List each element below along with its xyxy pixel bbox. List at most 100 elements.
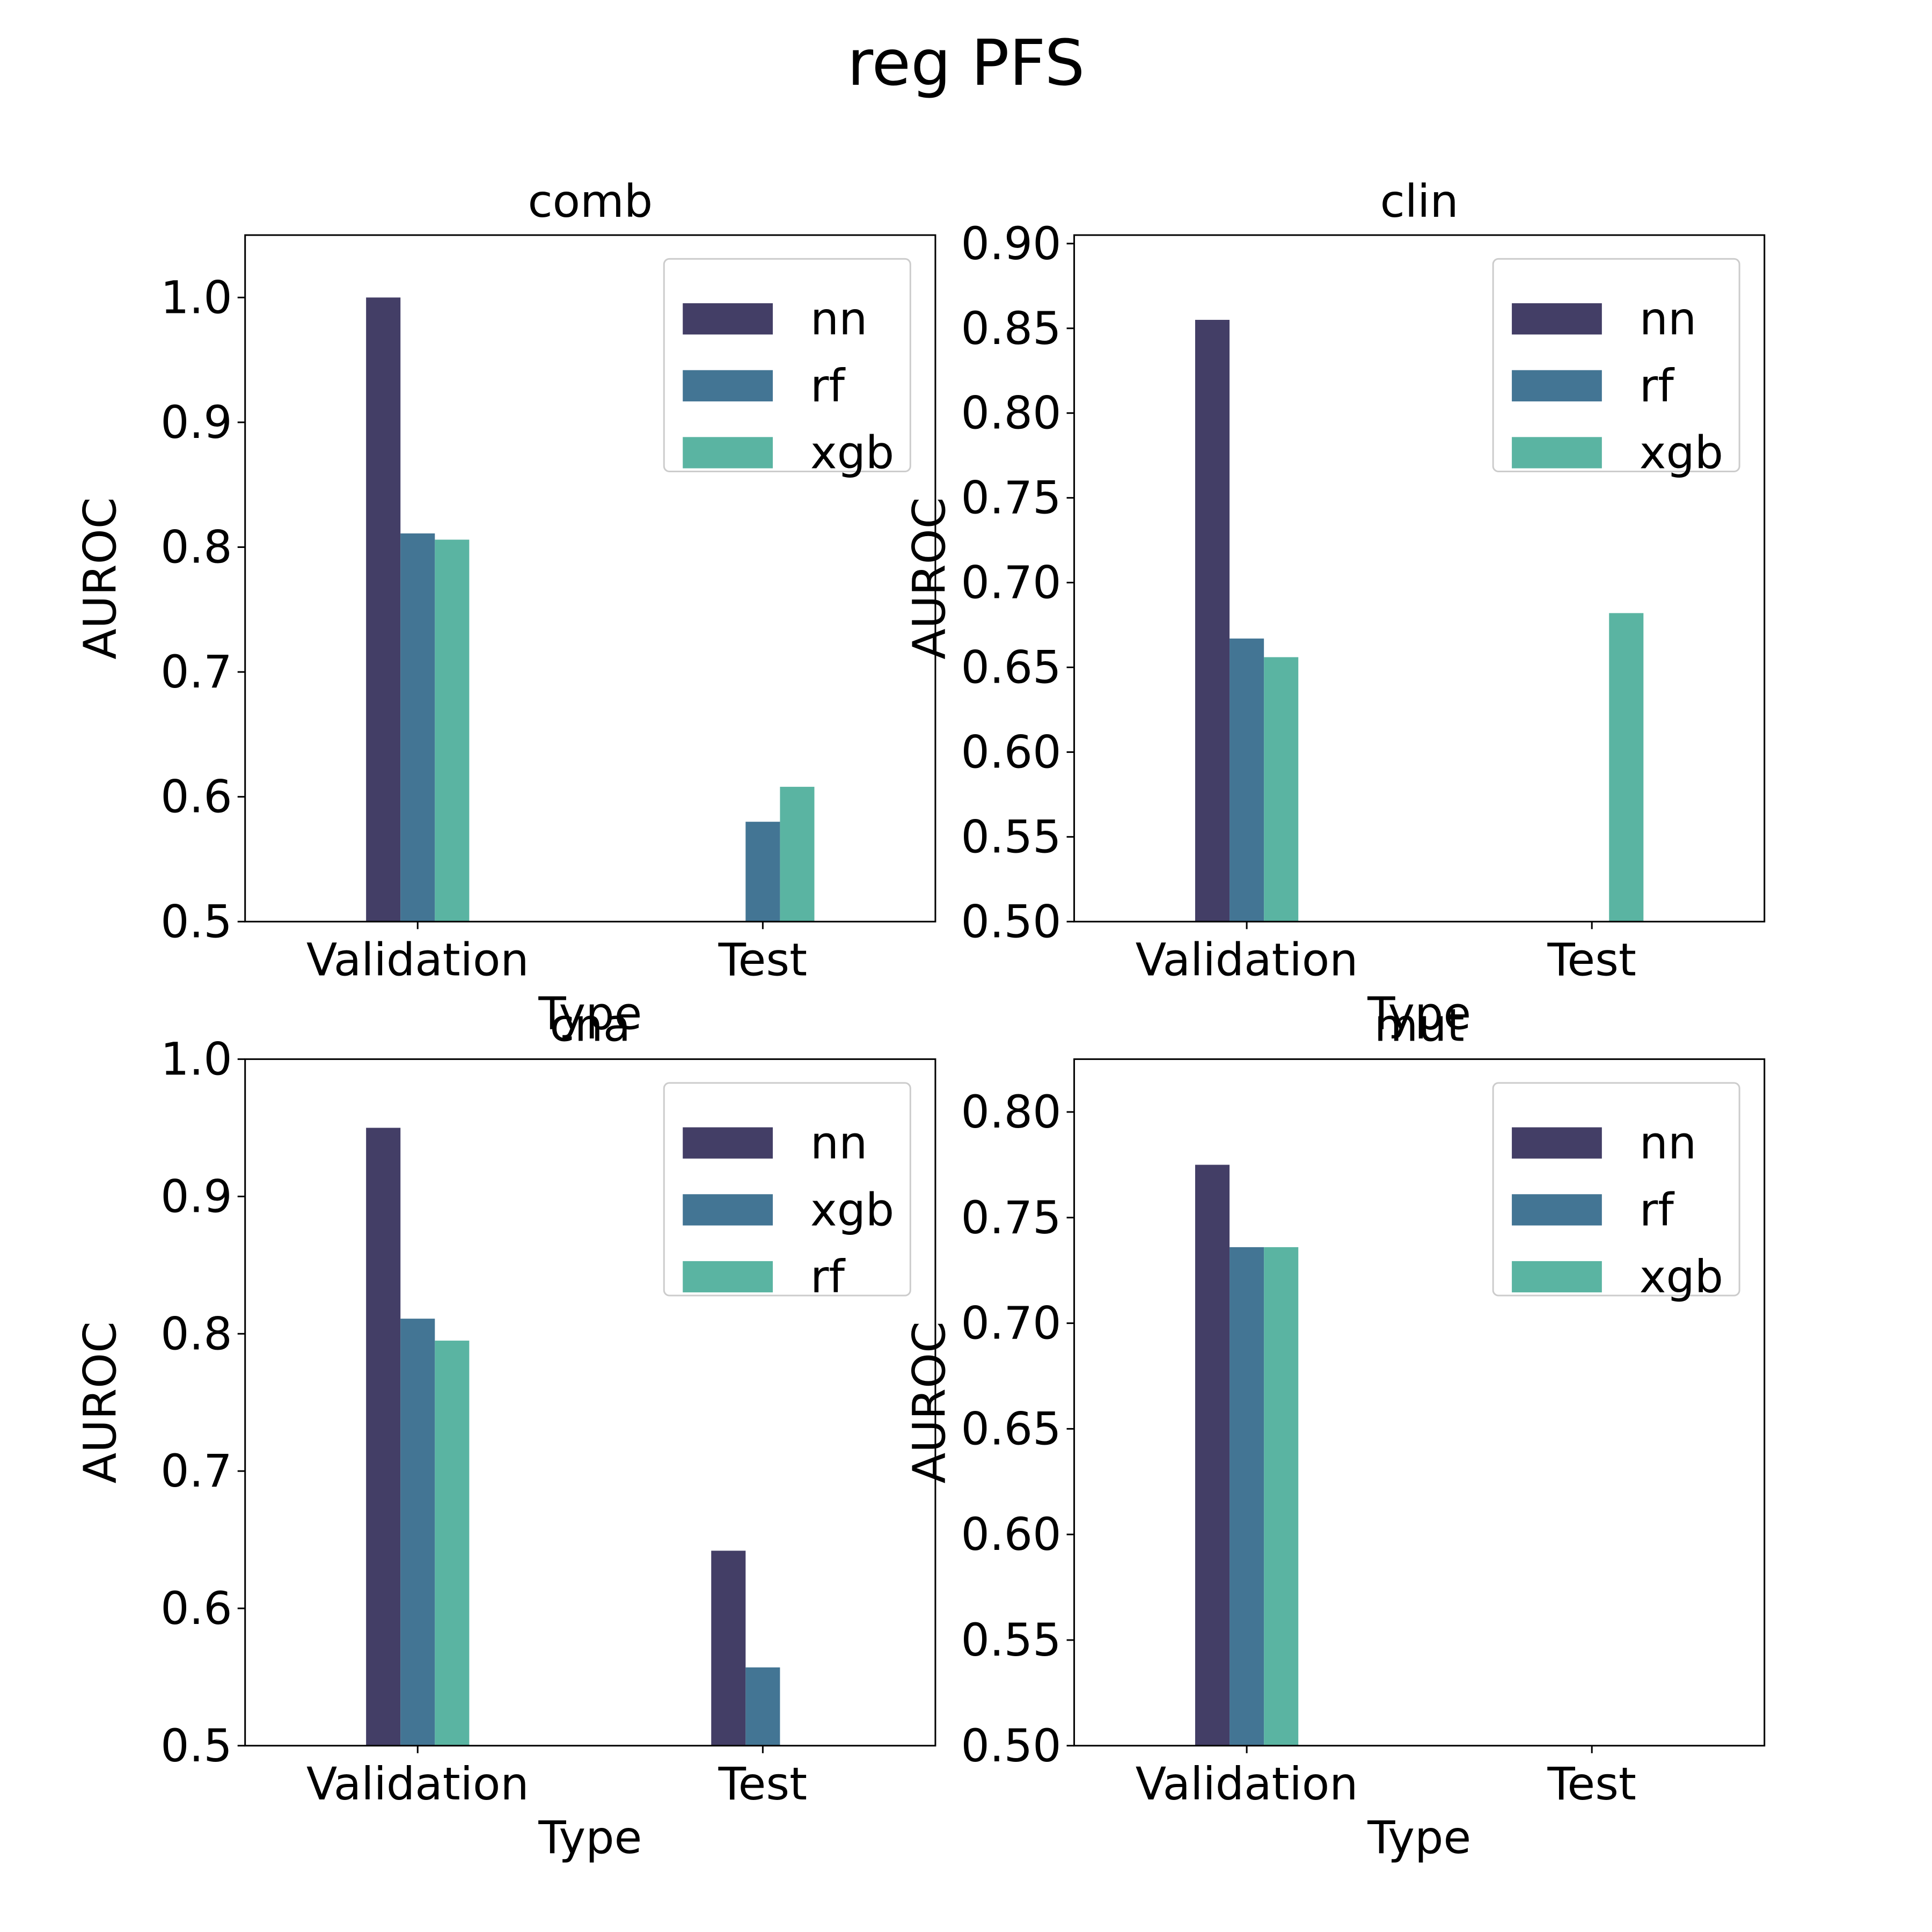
axes-frame xyxy=(244,234,936,923)
y-tick-label: 0.65 xyxy=(961,641,1062,693)
x-axis-label: Type xyxy=(1367,1811,1471,1864)
axes-frame xyxy=(1073,234,1766,923)
subplot-title: mut xyxy=(1374,999,1465,1052)
y-tick-label: 0.70 xyxy=(961,1297,1062,1350)
y-tick-label: 0.9 xyxy=(160,1170,232,1223)
bar-xgb-test xyxy=(745,1667,780,1746)
legend: nn xgb rf xyxy=(663,1082,911,1303)
legend-swatch-rf xyxy=(1512,1194,1602,1226)
axes-frame xyxy=(244,1058,936,1747)
legend-swatch-rf xyxy=(1512,370,1602,401)
bar-rf-validation xyxy=(1230,638,1264,922)
y-tick-label: 0.50 xyxy=(961,1719,1062,1772)
x-axis-label: Type xyxy=(538,1811,642,1864)
legend-label-rf: rf xyxy=(1640,360,1675,412)
x-axis-label: Type xyxy=(538,987,642,1040)
y-tick-label: 0.8 xyxy=(160,521,232,574)
y-tick-label: 1.0 xyxy=(160,271,232,324)
y-tick-label: 0.70 xyxy=(961,557,1062,609)
y-tick-label: 0.5 xyxy=(160,895,232,948)
bar-xgb-validation xyxy=(1264,1247,1299,1746)
legend-label-nn: nn xyxy=(1640,292,1696,345)
legend-label-rf: rf xyxy=(810,360,846,412)
legend-swatch-nn xyxy=(1512,303,1602,335)
y-tick-label: 0.50 xyxy=(961,895,1062,948)
legend-label-xgb: xgb xyxy=(1640,426,1723,479)
bar-rf-validation xyxy=(400,533,435,922)
bar-rf-validation xyxy=(1230,1247,1264,1746)
x-tick-label: Test xyxy=(718,933,807,986)
legend-label-rf: rf xyxy=(810,1250,846,1303)
legend-label-rf: rf xyxy=(1640,1183,1675,1236)
y-tick-label: 0.7 xyxy=(160,646,232,698)
figure-title: reg PFS xyxy=(847,26,1085,100)
y-axis-label: AUROC xyxy=(903,497,956,660)
legend-swatch-nn xyxy=(683,303,773,335)
legend-swatch-rf xyxy=(683,370,773,401)
bar-nn-test xyxy=(711,1550,746,1746)
y-tick-label: 0.85 xyxy=(961,302,1062,355)
y-tick-label: 0.6 xyxy=(160,1582,232,1635)
y-tick-label: 0.75 xyxy=(961,472,1062,524)
y-tick-label: 0.7 xyxy=(160,1445,232,1497)
bar-nn-validation xyxy=(1195,1165,1230,1746)
subplot-grid: 0.5 0.6 0.7 0.8 0.9 1.0 Validation Test Type AURO… xyxy=(74,175,1766,1864)
bar-nn-validation xyxy=(366,297,401,922)
bar-nn-validation xyxy=(1195,319,1230,922)
y-tick-label: 0.65 xyxy=(961,1402,1062,1455)
x-tick-label: Validation xyxy=(306,1758,529,1810)
bar-xgb-validation xyxy=(1264,657,1299,922)
x-tick-label: Validation xyxy=(1136,933,1358,986)
legend-label-nn: nn xyxy=(1640,1117,1696,1169)
bar-nn-validation xyxy=(366,1128,401,1746)
bar-rf-validation xyxy=(435,1341,470,1746)
y-tick-label: 0.75 xyxy=(961,1191,1062,1244)
legend-label-xgb: xgb xyxy=(1640,1250,1723,1303)
y-tick-label: 0.80 xyxy=(961,387,1062,440)
x-tick-label: Validation xyxy=(306,933,529,986)
subplot-cna: 0.5 0.6 0.7 0.8 0.9 1.0 Validation Test Type AURO… xyxy=(74,999,936,1864)
subplot-mut: 0.50 0.55 0.60 0.65 0.70 0.75 0.80 Validation Te… xyxy=(903,999,1766,1864)
legend: nn rf xgb xyxy=(1492,258,1740,479)
legend-label-xgb: xgb xyxy=(810,426,894,479)
y-tick-label: 0.55 xyxy=(961,810,1062,863)
y-tick-label: 0.5 xyxy=(160,1719,232,1772)
y-tick-label: 0.90 xyxy=(961,217,1062,270)
y-tick-label: 0.6 xyxy=(160,771,232,823)
bar-xgb-test xyxy=(780,787,815,922)
bar-xgb-test xyxy=(1609,613,1644,922)
y-tick-label: 0.8 xyxy=(160,1307,232,1360)
legend-label-nn: nn xyxy=(810,292,867,345)
y-axis-label: AUROC xyxy=(74,1321,127,1483)
subplot-comb: 0.5 0.6 0.7 0.8 0.9 1.0 Validation Test Type AURO… xyxy=(74,175,936,1040)
subplot-clin: 0.50 0.55 0.60 0.65 0.70 0.75 0.80 0.85 0.90 Vali… xyxy=(903,175,1766,1040)
y-tick-label: 0.60 xyxy=(961,1508,1062,1561)
bar-xgb-validation xyxy=(400,1319,435,1746)
legend-swatch-xgb xyxy=(683,437,773,469)
y-tick-label: 0.9 xyxy=(160,396,232,449)
legend-swatch-xgb xyxy=(1512,1261,1602,1293)
x-axis-label: Type xyxy=(1367,987,1471,1040)
legend-swatch-xgb xyxy=(683,1194,773,1226)
y-axis-label: AUROC xyxy=(903,1321,956,1483)
y-tick-label: 0.80 xyxy=(961,1086,1062,1138)
legend: nn rf xgb xyxy=(663,258,911,479)
axes-frame xyxy=(1073,1058,1766,1747)
legend: nn rf xgb xyxy=(1492,1082,1740,1303)
bar-xgb-validation xyxy=(435,539,470,922)
y-tick-label: 0.60 xyxy=(961,726,1062,778)
legend-label-xgb: xgb xyxy=(810,1183,894,1236)
bar-rf-test xyxy=(745,822,780,922)
subplot-title: cna xyxy=(550,999,631,1052)
legend-swatch-rf xyxy=(683,1261,773,1293)
x-tick-label: Validation xyxy=(1136,1758,1358,1810)
x-tick-label: Test xyxy=(718,1758,807,1810)
y-tick-label: 0.55 xyxy=(961,1614,1062,1666)
y-axis-label: AUROC xyxy=(74,497,127,660)
legend-swatch-nn xyxy=(1512,1127,1602,1159)
legend-swatch-nn xyxy=(683,1127,773,1159)
legend-swatch-xgb xyxy=(1512,437,1602,469)
x-tick-label: Test xyxy=(1547,1758,1636,1810)
subplot-title: clin xyxy=(1380,175,1459,228)
